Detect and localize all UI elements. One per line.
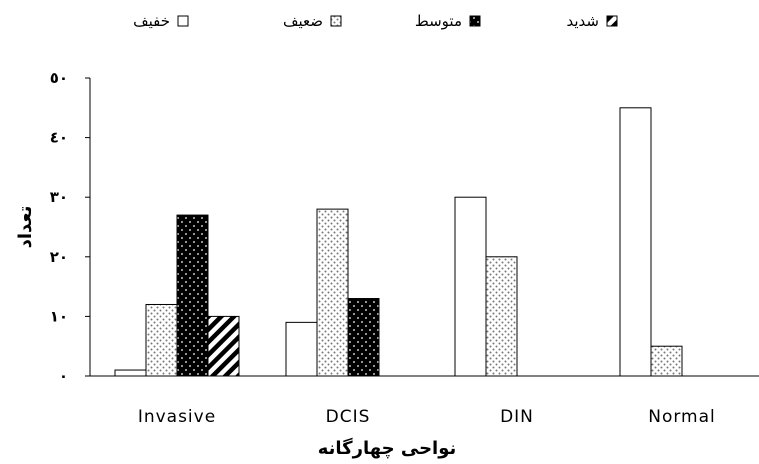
y-tick-label: ٢٠ (50, 248, 68, 266)
bar-invasive-series-4 (207, 315, 240, 377)
bar-invasive-series-2 (145, 303, 178, 377)
y-axis-title: تعداد (15, 206, 36, 249)
bar-normal-series-1 (619, 107, 652, 377)
y-tick-label: ٤٠ (50, 129, 68, 147)
x-category-labels: Invasive DCIS DIN Normal (138, 407, 716, 427)
bar-din-series-2 (485, 256, 518, 377)
legend: خفیف ضعیف متوسط شدید (133, 12, 618, 30)
y-tick-label: ٥٠ (50, 69, 68, 87)
bars (114, 107, 683, 377)
x-category-label: DCIS (326, 407, 371, 427)
bar-dcis-series-2 (316, 208, 349, 377)
bar-invasive-series-1 (114, 369, 147, 377)
bar-din-series-1 (454, 196, 487, 377)
y-tick-label: ١٠ (50, 307, 68, 325)
y-tick-label: ٣٠ (50, 188, 68, 206)
x-category-label: Normal (648, 407, 716, 427)
legend-swatch-2 (330, 15, 342, 27)
bar-dcis-series-1 (285, 321, 318, 377)
legend-swatch-1 (177, 15, 189, 27)
legend-swatch-4 (606, 15, 618, 27)
legend-label-3: متوسط (415, 12, 462, 30)
bar-invasive-series-3 (176, 214, 209, 377)
y-tick-label: ٠ (59, 367, 68, 385)
x-category-label: Invasive (138, 407, 216, 427)
legend-label-2: ضعیف (283, 12, 323, 30)
bar-normal-series-2 (650, 345, 683, 377)
x-axis-title: نواحی چهارگانه (318, 437, 457, 459)
legend-label-4: شدید (567, 12, 600, 30)
legend-label-1: خفیف (133, 12, 170, 30)
bar-dcis-series-3 (347, 298, 380, 377)
y-ticks: ٠ ١٠ ٢٠ ٣٠ ٤٠ ٥٠ (50, 69, 90, 385)
x-category-label: DIN (500, 407, 534, 427)
legend-swatch-3 (469, 15, 481, 27)
